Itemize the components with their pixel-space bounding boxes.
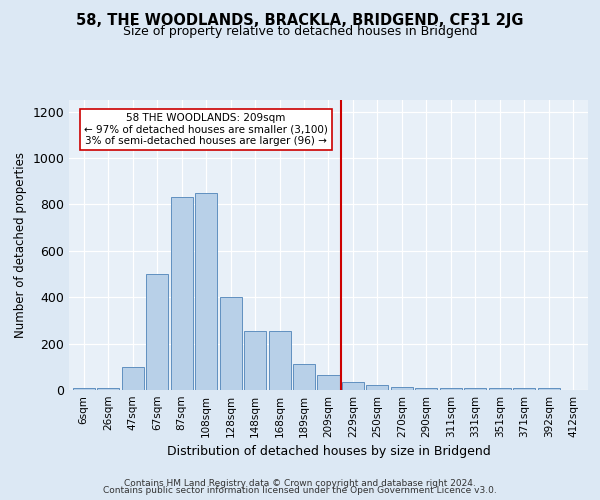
Bar [122,367,143,390]
Bar [195,193,217,390]
Bar [244,331,266,390]
Bar [415,388,437,390]
Bar [97,388,119,390]
Bar [342,382,364,390]
Bar [269,331,290,390]
X-axis label: Distribution of detached houses by size in Bridgend: Distribution of detached houses by size … [167,446,490,458]
Text: Size of property relative to detached houses in Bridgend: Size of property relative to detached ho… [123,25,477,38]
Text: 58 THE WOODLANDS: 209sqm
← 97% of detached houses are smaller (3,100)
3% of semi: 58 THE WOODLANDS: 209sqm ← 97% of detach… [84,113,328,146]
Text: Contains HM Land Registry data © Crown copyright and database right 2024.: Contains HM Land Registry data © Crown c… [124,478,476,488]
Bar [220,297,242,390]
Bar [538,388,560,390]
Bar [391,387,413,390]
Bar [317,375,340,390]
Y-axis label: Number of detached properties: Number of detached properties [14,152,27,338]
Bar [514,388,535,390]
Bar [489,388,511,390]
Bar [440,388,462,390]
Text: 58, THE WOODLANDS, BRACKLA, BRIDGEND, CF31 2JG: 58, THE WOODLANDS, BRACKLA, BRIDGEND, CF… [76,12,524,28]
Bar [367,386,388,390]
Bar [170,198,193,390]
Text: Contains public sector information licensed under the Open Government Licence v3: Contains public sector information licen… [103,486,497,495]
Bar [73,388,95,390]
Bar [146,274,168,390]
Bar [293,364,315,390]
Bar [464,388,487,390]
